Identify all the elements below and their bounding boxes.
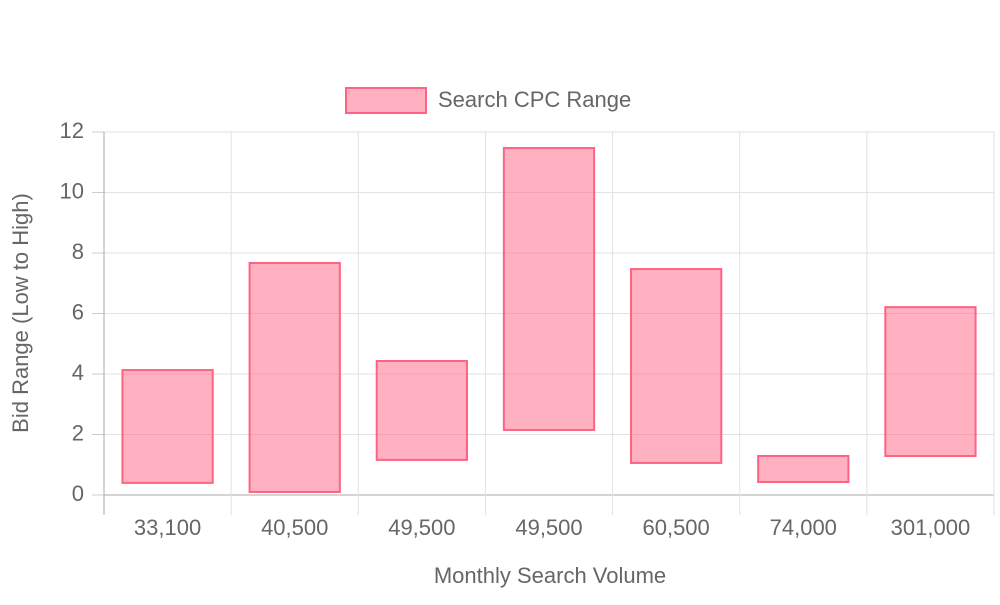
y-tick-label: 2 [72,420,84,445]
x-tick-label: 301,000 [891,515,971,540]
x-tick-label: 49,500 [515,515,582,540]
bar [375,359,468,461]
bar [757,454,850,483]
y-tick-label: 0 [72,481,84,506]
y-axis-title: Bid Range (Low to High) [8,193,33,433]
x-tick-label: 49,500 [388,515,455,540]
bar [884,306,977,457]
bar [121,369,214,484]
x-tick-label: 74,000 [770,515,837,540]
y-tick-label: 8 [72,239,84,264]
bar [630,268,723,464]
bar [502,147,596,431]
y-tick-label: 4 [72,360,84,385]
legend-label: Search CPC Range [438,87,631,112]
y-tick-label: 12 [60,118,84,143]
x-tick-label: 60,500 [642,515,709,540]
legend-swatch [345,87,427,114]
y-tick-label: 10 [60,178,84,203]
y-tick-label: 6 [72,299,84,324]
x-tick-label: 33,100 [134,515,201,540]
x-tick-label: 40,500 [261,515,328,540]
x-axis-title: Monthly Search Volume [434,563,666,588]
bar [248,261,341,493]
